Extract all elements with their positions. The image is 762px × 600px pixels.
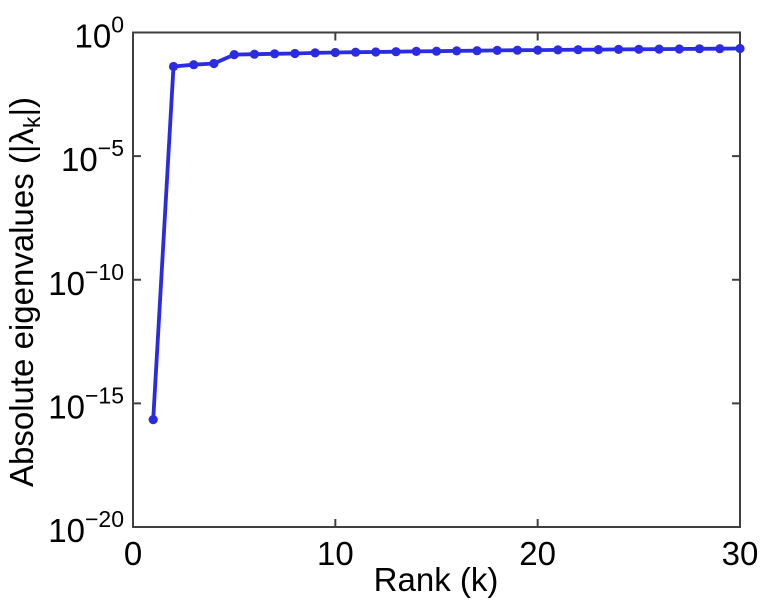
plot-box xyxy=(132,31,741,528)
y-axis-label: Absolute eigenvalues (|λk|) xyxy=(3,97,45,487)
y-tick-label: 10−15 xyxy=(48,382,124,425)
data-point-marker xyxy=(229,50,239,60)
eigenvalue-line xyxy=(151,46,742,422)
x-tick-label: 20 xyxy=(519,535,556,572)
data-point-marker xyxy=(431,46,442,56)
x-tick-label: 10 xyxy=(317,535,354,572)
data-point-marker xyxy=(614,44,624,55)
data-point-marker xyxy=(371,47,381,57)
data-point-marker xyxy=(330,47,340,58)
data-point-marker xyxy=(189,60,199,70)
data-point-marker xyxy=(512,45,523,55)
x-axis-label: Rank (k) xyxy=(374,561,499,598)
axis-ticks xyxy=(132,31,741,528)
data-point-marker xyxy=(472,46,482,56)
data-point-marker xyxy=(310,48,320,58)
data-point-marker xyxy=(694,44,705,54)
data-point-marker xyxy=(290,48,300,59)
data-point-marker xyxy=(715,44,725,54)
data-point-marker xyxy=(411,46,421,57)
data-point-marker xyxy=(634,44,644,54)
data-point-marker xyxy=(168,61,179,72)
y-tick-label: 10−10 xyxy=(48,259,124,302)
data-point-marker xyxy=(351,47,361,57)
y-tick-label: 10−20 xyxy=(48,506,124,549)
data-series xyxy=(148,43,745,425)
x-tick-label: 0 xyxy=(124,535,142,572)
y-tick-label: 100 xyxy=(74,12,124,55)
data-point-marker xyxy=(391,47,401,57)
data-point-marker xyxy=(148,415,158,425)
data-point-marker xyxy=(533,45,543,55)
x-tick-label: 30 xyxy=(722,535,759,572)
data-point-marker xyxy=(270,49,280,59)
tick-labels: 0 10 20 30 100 10−5 10−10 10−15 10−20 xyxy=(48,12,758,573)
y-tick-label: 10−5 xyxy=(61,135,124,178)
data-point-marker xyxy=(674,44,684,54)
data-point-marker xyxy=(654,44,664,54)
data-point-marker xyxy=(553,45,563,55)
data-point-marker xyxy=(735,43,745,54)
data-point-marker xyxy=(209,58,219,69)
data-point-marker xyxy=(492,45,502,56)
data-point-marker xyxy=(593,45,604,55)
data-point-marker xyxy=(452,46,462,56)
data-point-marker xyxy=(249,49,259,59)
data-point-marker xyxy=(573,45,583,55)
